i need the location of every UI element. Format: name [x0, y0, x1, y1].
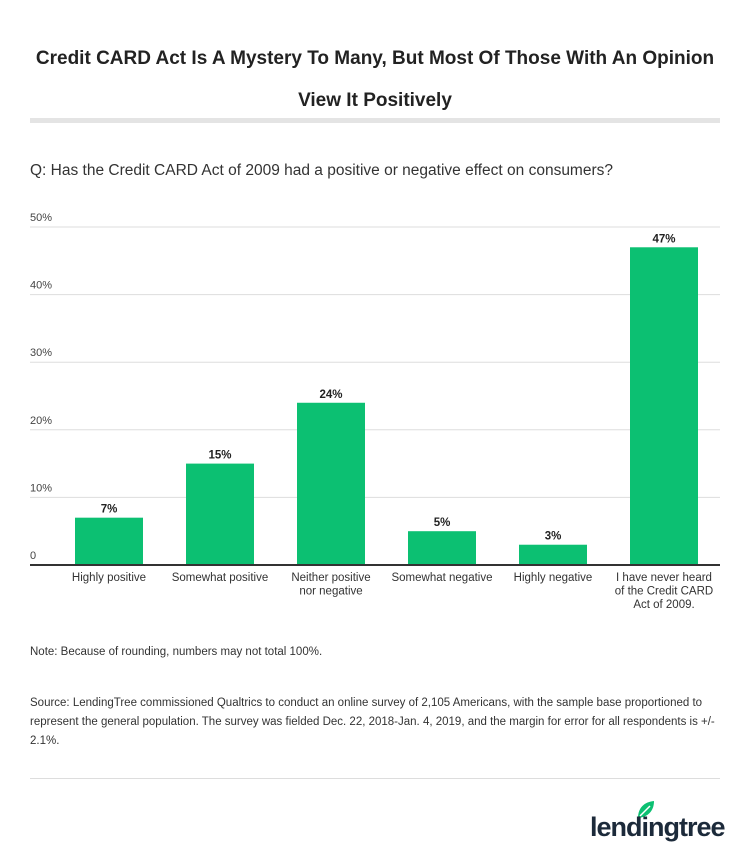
x-tick-label: Neither positive nor negative — [291, 572, 370, 598]
x-tick-label: Somewhat positive — [172, 572, 269, 584]
bar — [408, 531, 476, 565]
data-label: 7% — [101, 504, 118, 516]
footer-divider — [30, 778, 720, 779]
y-tick-label: 0 — [30, 550, 36, 562]
data-label: 24% — [319, 389, 342, 401]
lendingtree-logo: lendingtree — [590, 812, 726, 842]
x-tick-label: I have never heard of the Credit CARD Act … — [615, 572, 713, 611]
y-tick-label: 10% — [30, 482, 52, 494]
bar — [186, 463, 254, 565]
y-tick-label: 20% — [30, 415, 52, 427]
lendingtree-leaf-icon — [638, 801, 654, 818]
y-tick-label: 50% — [30, 212, 52, 224]
data-label: 47% — [652, 233, 675, 245]
survey-question: Q: Has the Credit CARD Act of 2009 had a… — [30, 162, 613, 179]
title-divider — [30, 118, 720, 123]
data-label: 3% — [545, 531, 562, 543]
bar — [75, 517, 143, 565]
data-label: 15% — [208, 450, 231, 462]
bar — [630, 247, 698, 565]
source-text: Source: LendingTree commissioned Qualtri… — [30, 697, 715, 747]
note: Note: Because of rounding, numbers may n… — [30, 646, 323, 658]
x-tick-label: Highly negative — [514, 572, 593, 584]
bar-chart: 0 10% 20% 30% 40% 50% 7% Highly positive 15% Some… — [30, 212, 720, 611]
bar — [519, 544, 587, 565]
x-tick-label: Highly positive — [72, 572, 146, 584]
bar — [297, 402, 365, 565]
y-tick-label: 30% — [30, 347, 52, 359]
x-tick-label: Somewhat negative — [391, 572, 492, 584]
y-tick-label: 40% — [30, 280, 52, 292]
chart-title: Credit CARD Act Is A Mystery To Many, Bu… — [35, 48, 715, 111]
data-label: 5% — [434, 517, 451, 529]
